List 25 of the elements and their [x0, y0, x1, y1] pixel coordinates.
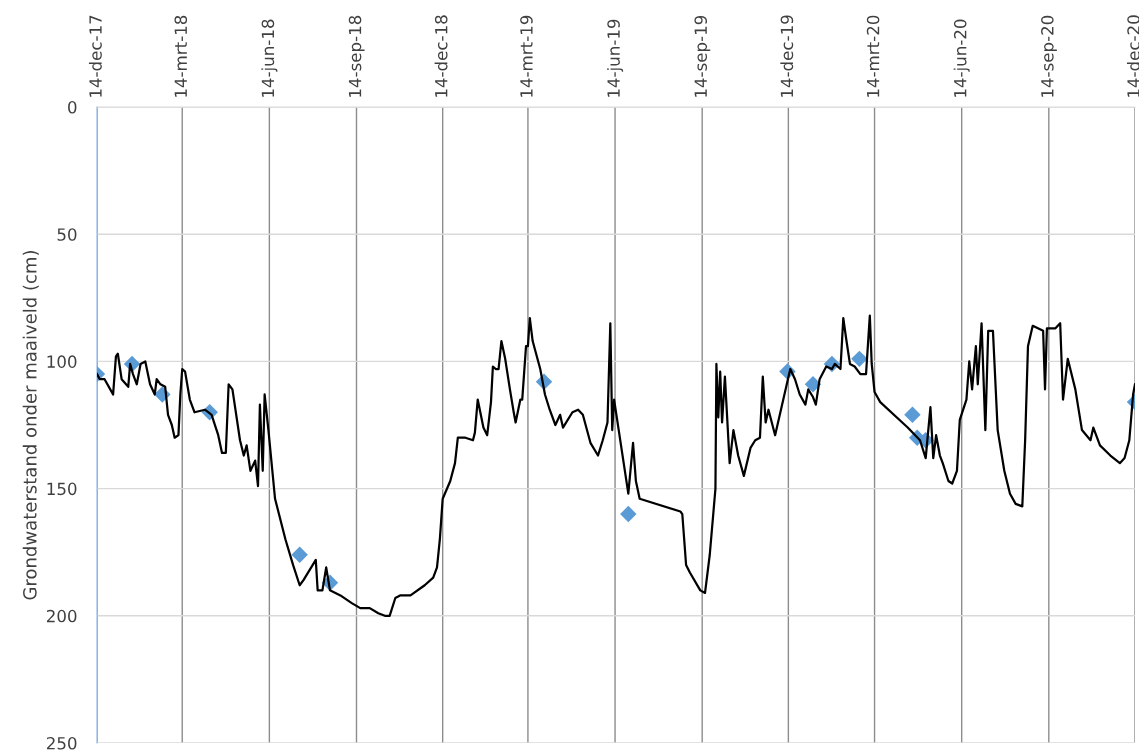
point — [291, 546, 308, 563]
y-tick-label: 0 — [68, 100, 77, 114]
x-tick-label: 14-sep-19 — [694, 15, 711, 97]
point — [904, 406, 921, 424]
point — [851, 350, 868, 368]
line-series — [97, 314, 1135, 617]
x-tick-label: 14-mrt-19 — [520, 15, 533, 97]
x-tick-label: 14-dec-19 — [780, 15, 794, 97]
x-tick-label: 14-sep-20 — [1041, 15, 1057, 97]
x-tick-label: 14-dec-18 — [434, 15, 448, 97]
x-tick-label: 14-dec-20 — [1126, 15, 1139, 97]
point — [620, 505, 637, 523]
y-tick-label: 50 — [57, 228, 77, 241]
y-tick-label: 150 — [47, 482, 77, 496]
x-tick-label: 14-jun-20 — [953, 19, 970, 97]
y-tick-label: 200 — [46, 609, 77, 623]
x-tick-label: 14-dec-17 — [88, 15, 102, 97]
x-tick-label: 14-mrt-18 — [174, 15, 188, 97]
y-axis-title: Grondwaterstand onder maaiveld (cm) — [22, 250, 39, 600]
y-tick-label: 100 — [47, 355, 77, 368]
x-tick-label: 14-jun-19 — [606, 19, 624, 97]
x-tick-label: 14-sep-18 — [348, 15, 365, 97]
x-tick-label: 14-jun-18 — [261, 19, 278, 97]
x-tick-label: 14-mrt-20 — [866, 15, 880, 97]
y-tick-label: 250 — [46, 736, 77, 750]
